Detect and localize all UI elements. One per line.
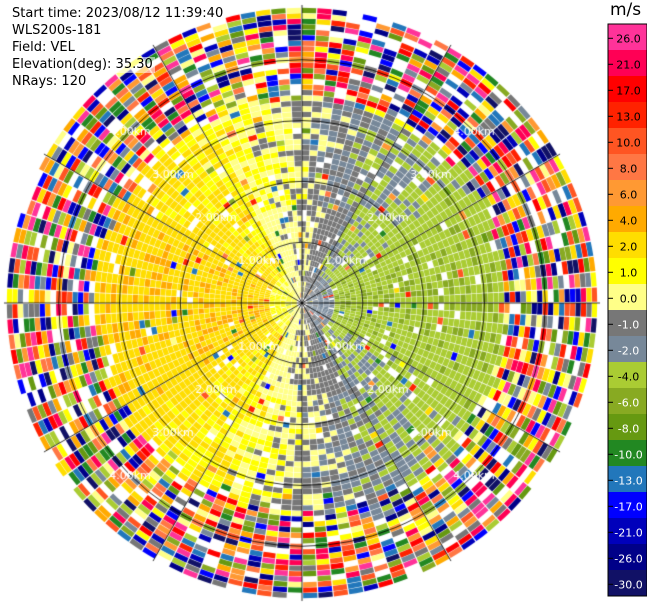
instrument-label: WLS200s-181 [10, 23, 104, 39]
elevation-label: Elevation(deg): 35.30 [10, 57, 155, 73]
colorbar-unit: m/s [610, 0, 642, 20]
start-time-label: Start time: 2023/08/12 11:39:40 [10, 6, 226, 22]
field-label: Field: VEL [10, 40, 77, 56]
nrays-label: NRays: 120 [10, 74, 89, 90]
